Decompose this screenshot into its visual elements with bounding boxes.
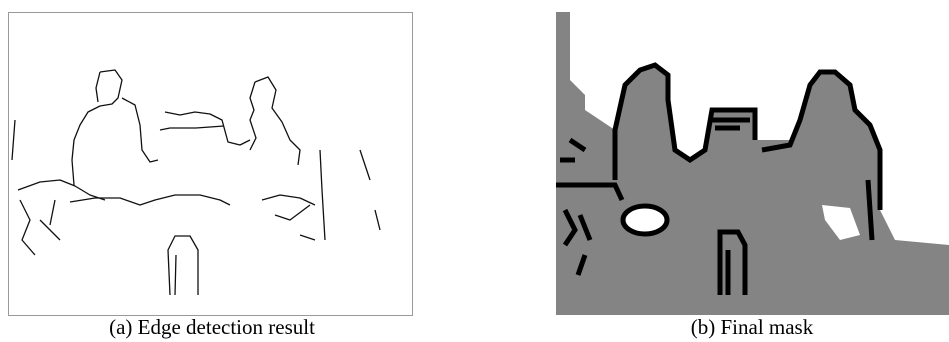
mask-image (556, 12, 949, 315)
panel-caption: (b) Final mask (691, 315, 814, 339)
page: (a) Edge detection result (b) Final mask… (0, 0, 949, 342)
panel-caption: (a) Edge detection result (109, 315, 315, 339)
figure: (a) Edge detection result (b) Final mask (0, 0, 949, 342)
edge-image (9, 13, 413, 316)
